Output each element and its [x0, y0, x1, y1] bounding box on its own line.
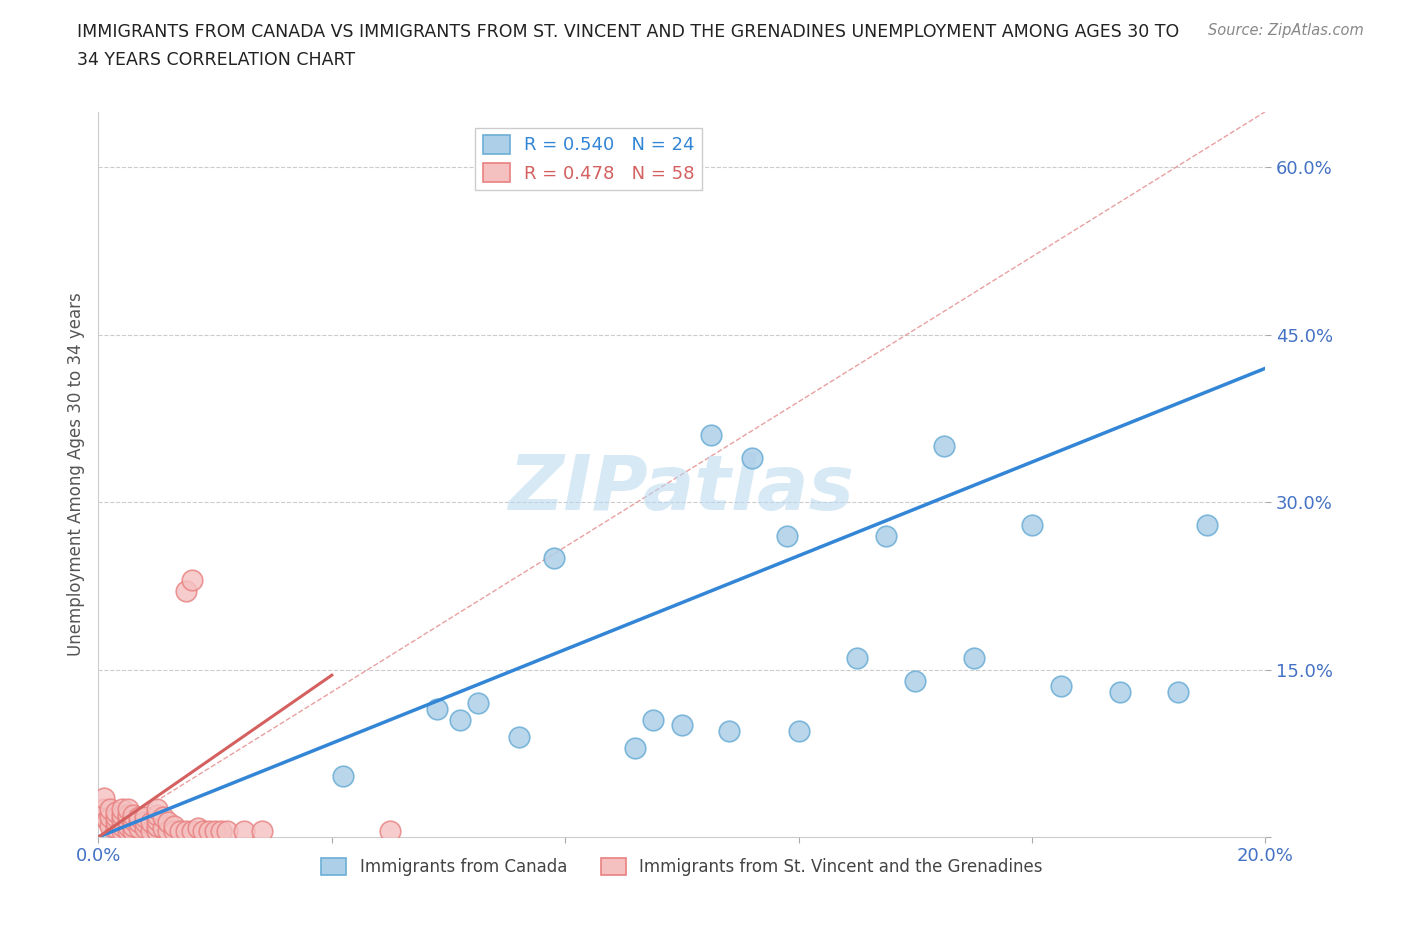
Point — [1195, 517, 1218, 532]
Point — [146, 802, 169, 817]
Point — [152, 820, 174, 835]
Legend: Immigrants from Canada, Immigrants from St. Vincent and the Grenadines: Immigrants from Canada, Immigrants from … — [315, 852, 1049, 883]
Point — [163, 818, 186, 833]
Point — [146, 813, 169, 828]
Point — [152, 809, 174, 824]
Point — [209, 824, 232, 839]
Point — [962, 651, 984, 666]
Point — [180, 824, 202, 839]
Point — [204, 824, 226, 839]
Text: IMMIGRANTS FROM CANADA VS IMMIGRANTS FROM ST. VINCENT AND THE GRENADINES UNEMPLO: IMMIGRANTS FROM CANADA VS IMMIGRANTS FRO… — [77, 23, 1180, 41]
Point — [111, 807, 134, 822]
Point — [117, 813, 139, 828]
Point — [641, 712, 664, 727]
Point — [128, 820, 150, 835]
Point — [624, 740, 647, 755]
Point — [187, 820, 209, 835]
Point — [117, 818, 139, 833]
Point — [174, 824, 197, 839]
Point — [117, 802, 139, 817]
Text: 34 YEARS CORRELATION CHART: 34 YEARS CORRELATION CHART — [77, 51, 356, 69]
Point — [117, 807, 139, 822]
Point — [146, 807, 169, 822]
Point — [128, 815, 150, 830]
Point — [250, 824, 273, 839]
Point — [1050, 679, 1073, 694]
Point — [98, 802, 121, 817]
Point — [98, 818, 121, 833]
Point — [467, 696, 489, 711]
Point — [134, 820, 156, 835]
Text: Source: ZipAtlas.com: Source: ZipAtlas.com — [1208, 23, 1364, 38]
Point — [139, 815, 162, 830]
Point — [122, 818, 145, 833]
Point — [449, 712, 471, 727]
Point — [117, 824, 139, 839]
Point — [233, 824, 256, 839]
Point — [934, 439, 956, 454]
Point — [104, 815, 127, 830]
Point — [875, 528, 897, 543]
Point — [193, 824, 215, 839]
Text: ZIPatlas: ZIPatlas — [509, 452, 855, 525]
Point — [163, 824, 186, 839]
Point — [717, 724, 740, 738]
Point — [146, 824, 169, 839]
Point — [169, 824, 191, 839]
Point — [671, 718, 693, 733]
Point — [1167, 684, 1189, 699]
Point — [700, 428, 723, 443]
Point — [741, 450, 763, 465]
Point — [508, 729, 530, 744]
Point — [180, 573, 202, 588]
Point — [104, 809, 127, 824]
Point — [104, 820, 127, 835]
Point — [98, 809, 121, 824]
Point — [543, 551, 565, 565]
Point — [96, 813, 118, 828]
Point — [157, 815, 180, 830]
Point — [93, 802, 115, 817]
Point — [111, 824, 134, 839]
Point — [139, 824, 162, 839]
Point — [426, 701, 449, 716]
Point — [846, 651, 869, 666]
Point — [134, 809, 156, 824]
Point — [776, 528, 799, 543]
Point — [215, 824, 238, 839]
Point — [104, 805, 127, 820]
Point — [122, 807, 145, 822]
Point — [111, 818, 134, 833]
Point — [146, 818, 169, 833]
Point — [134, 815, 156, 830]
Point — [111, 802, 134, 817]
Point — [93, 790, 115, 805]
Point — [380, 824, 402, 839]
Point — [198, 824, 221, 839]
Point — [174, 584, 197, 599]
Point — [1108, 684, 1130, 699]
Point — [157, 824, 180, 839]
Point — [332, 768, 354, 783]
Point — [122, 813, 145, 828]
Point — [904, 673, 927, 688]
Point — [90, 807, 112, 822]
Point — [122, 824, 145, 839]
Point — [128, 809, 150, 824]
Point — [787, 724, 810, 738]
Y-axis label: Unemployment Among Ages 30 to 34 years: Unemployment Among Ages 30 to 34 years — [66, 292, 84, 657]
Point — [111, 813, 134, 828]
Point — [1021, 517, 1043, 532]
